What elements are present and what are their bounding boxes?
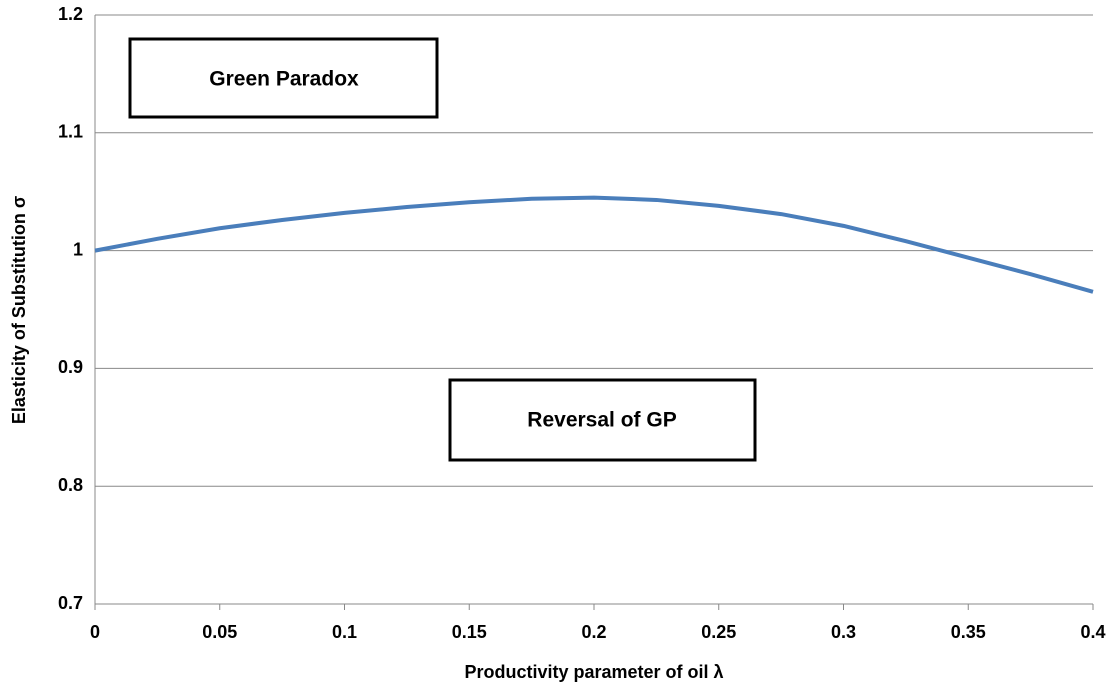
y-tick-label: 1 [73, 239, 83, 259]
x-tick-label: 0.05 [202, 622, 237, 642]
annotation-box [448, 378, 757, 462]
x-tick-label: 0.35 [951, 622, 986, 642]
x-tick-label: 0.15 [452, 622, 487, 642]
y-axis-title: Elasticity of Substitution σ [9, 196, 29, 424]
x-axis-title: Productivity parameter of oil λ [464, 662, 723, 682]
x-tick-label: 0.3 [831, 622, 856, 642]
x-tick-label: 0 [90, 622, 100, 642]
annotation-box [128, 37, 439, 119]
x-tick-label: 0.1 [332, 622, 357, 642]
y-tick-label: 0.9 [58, 357, 83, 377]
line [94, 195, 1094, 294]
x-tick-label: 0.2 [581, 622, 606, 642]
annotation: Reversal of GP [527, 409, 676, 432]
annotation: Green Paradox [209, 68, 359, 91]
y-tick-label: 0.7 [58, 593, 83, 613]
x-tick-label: 0.25 [701, 622, 736, 642]
x-tick-label: 0.4 [1080, 622, 1105, 642]
y-tick-label: 0.8 [58, 475, 83, 495]
y-tick-label: 1.2 [58, 4, 83, 24]
y-tick-label: 1.1 [58, 122, 83, 142]
